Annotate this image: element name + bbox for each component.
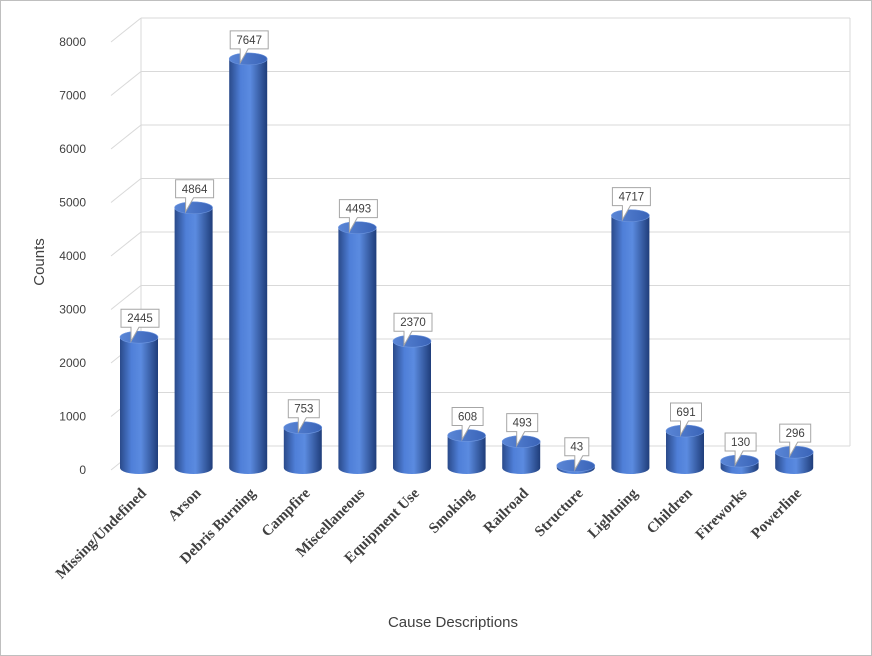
gridline-side: [110, 17, 142, 43]
bar: [501, 435, 541, 474]
bar-body: [283, 427, 322, 474]
data-label-text: 493: [513, 418, 532, 430]
data-label-text: 4717: [619, 192, 645, 204]
data-label: 493: [506, 413, 539, 448]
bar: [447, 429, 486, 474]
data-label: 130: [724, 432, 757, 467]
data-label: 296: [779, 423, 812, 459]
x-tick-label: Structure: [532, 485, 587, 540]
x-tick-label: Smoking: [426, 485, 478, 537]
data-label: 608: [451, 406, 484, 442]
bar: [392, 334, 432, 474]
y-tick-label: 0: [79, 463, 86, 477]
bar-body: [338, 227, 377, 474]
y-axis-ticks: 0 1000 2000 3000 4000 5000 6000 7000 8000: [59, 35, 86, 477]
bar: [283, 421, 323, 474]
bar: [774, 445, 814, 474]
x-tick-label: Fireworks: [693, 485, 751, 543]
bar-cap: [119, 330, 159, 344]
data-label: 43: [564, 437, 590, 472]
y-tick-label: 6000: [59, 142, 86, 156]
data-label: 4717: [611, 187, 651, 222]
data-label-text: 691: [676, 407, 695, 419]
bar-body: [120, 337, 158, 474]
bar-body: [502, 441, 541, 474]
gridline-side: [110, 178, 142, 203]
y-tick-label: 8000: [59, 35, 86, 49]
gridline-side: [110, 285, 142, 310]
bar-cap: [338, 221, 377, 234]
bar-body: [447, 435, 486, 474]
data-label-text: 2445: [127, 313, 153, 325]
y-tick-label: 3000: [59, 303, 86, 317]
y-tick-label: 7000: [59, 89, 86, 103]
data-label: 4493: [338, 199, 378, 234]
bar: [228, 52, 268, 475]
data-label: 2370: [393, 312, 433, 348]
bar-body: [174, 207, 213, 474]
y-axis-title: Counts: [31, 238, 48, 286]
bar-cap: [611, 209, 650, 222]
data-label-text: 7647: [236, 35, 262, 47]
bar-cap: [174, 201, 213, 215]
gridlines: [110, 17, 851, 471]
data-labels: 2445 4864 7647 753 4493 2370 608 493 43 4717 691 13…: [120, 30, 812, 472]
data-label-text: 43: [570, 442, 583, 454]
data-label: 753: [287, 399, 320, 434]
bar: [611, 209, 650, 474]
data-label-text: 296: [786, 428, 805, 440]
bar-cap: [392, 334, 432, 348]
x-tick-label: Children: [644, 485, 696, 537]
y-tick-label: 1000: [59, 410, 86, 424]
bar-cap: [228, 52, 268, 66]
gridline-side: [110, 124, 142, 150]
gridline-side: [110, 71, 142, 96]
x-tick-label: Missing/Undefined: [53, 485, 150, 582]
bar: [119, 330, 159, 474]
bars: [119, 52, 814, 475]
x-tick-label: Campfire: [259, 485, 314, 540]
data-label-text: 4864: [182, 184, 208, 196]
data-label: 4864: [175, 179, 215, 214]
x-tick-label: Lightning: [585, 485, 641, 541]
x-tick-label: Arson: [165, 485, 204, 524]
bar: [338, 221, 377, 474]
x-tick-label: Powerline: [748, 485, 805, 542]
bar: [174, 201, 213, 474]
data-label: 691: [670, 402, 702, 437]
data-label-text: 753: [294, 404, 313, 416]
data-label-text: 130: [731, 437, 750, 449]
x-tick-label: Railroad: [481, 485, 533, 537]
x-axis-title: Cause Descriptions: [388, 614, 518, 631]
y-tick-label: 4000: [59, 249, 86, 263]
data-label-text: 608: [458, 411, 477, 423]
data-label: 2445: [120, 308, 160, 344]
bar-body: [611, 215, 650, 474]
bar-body: [666, 431, 704, 474]
bar: [665, 424, 705, 474]
y-tick-label: 2000: [59, 356, 86, 370]
data-label-text: 2370: [400, 317, 426, 329]
data-label-text: 4493: [346, 204, 372, 216]
bar: [720, 454, 759, 474]
gridline-side: [110, 231, 142, 257]
bar-body: [393, 341, 431, 474]
data-label: 7647: [229, 30, 269, 65]
bar-body: [229, 58, 268, 475]
y-tick-label: 5000: [59, 196, 86, 210]
